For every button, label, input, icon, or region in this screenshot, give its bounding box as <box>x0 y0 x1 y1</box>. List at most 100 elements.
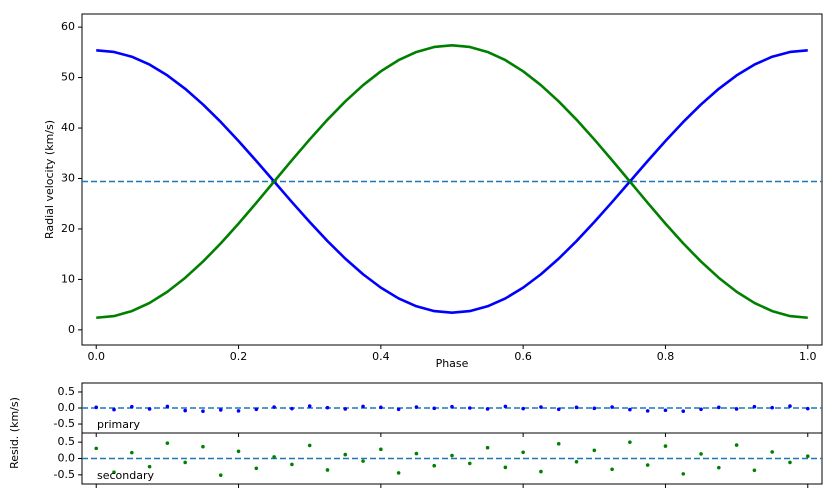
residual-point <box>343 407 348 411</box>
residual-point <box>254 466 259 471</box>
residual-point <box>361 459 365 463</box>
residual-point <box>610 467 614 472</box>
residual-point <box>645 463 650 467</box>
residual-point <box>218 473 223 477</box>
residual-point <box>592 406 597 411</box>
residual-point <box>361 404 365 409</box>
residual-point <box>805 454 810 459</box>
residual-point <box>272 455 276 459</box>
x-tick-label: 0.4 <box>372 350 390 363</box>
y-tick-label: 60 <box>61 20 75 33</box>
x-tick-label: 0.8 <box>657 350 675 363</box>
residual-point <box>218 408 223 412</box>
residual-point <box>681 472 686 476</box>
residual-point <box>379 405 383 410</box>
residual-point <box>290 406 294 411</box>
residual-point <box>272 405 276 409</box>
residual-point <box>432 406 437 411</box>
residual-point <box>592 448 597 453</box>
residual-point <box>414 405 419 409</box>
residual-point <box>521 406 525 411</box>
residual-point <box>663 444 668 448</box>
residual-point <box>770 405 774 410</box>
residual-point <box>717 465 721 470</box>
residual-point <box>201 444 205 449</box>
residual-point <box>770 450 774 454</box>
residual-point <box>628 440 632 444</box>
y-tick-label: 10 <box>61 272 75 285</box>
residual-point <box>201 409 205 414</box>
residual-point <box>165 404 170 409</box>
residual-point <box>752 404 757 409</box>
residual-point <box>290 462 294 467</box>
residual-point <box>503 404 508 409</box>
residual-point <box>788 460 792 465</box>
residual-point <box>788 404 792 408</box>
residual-point <box>503 465 508 470</box>
y-tick-label: 0.0 <box>58 452 76 465</box>
residual-point <box>628 407 632 412</box>
residual-point <box>556 407 561 412</box>
residual-point <box>112 407 116 412</box>
residual-point <box>663 408 668 413</box>
y-tick-label: 0.0 <box>58 401 76 414</box>
residual-point <box>325 405 330 410</box>
residual-point <box>414 451 419 456</box>
y-axis-label: Resid. (km/s) <box>8 397 21 469</box>
residual-point <box>236 409 241 413</box>
residual-point <box>467 406 472 410</box>
residual-point <box>183 460 187 465</box>
residual-point <box>94 405 99 410</box>
residual-point <box>699 452 703 456</box>
y-tick-label: -0.5 <box>54 417 75 430</box>
y-tick-label: 40 <box>61 121 75 134</box>
residual-point <box>752 468 757 473</box>
y-tick-label: -0.5 <box>54 468 75 481</box>
residual-point <box>325 468 330 472</box>
residual-point <box>236 449 241 454</box>
residual-point <box>485 407 490 411</box>
residual-point <box>485 445 490 450</box>
residual-point <box>130 404 134 409</box>
residual-point <box>805 406 810 411</box>
residual-point <box>681 409 686 414</box>
residual-point <box>734 407 739 411</box>
residual-point <box>147 407 152 411</box>
panel-label: secondary <box>97 469 154 482</box>
residual-point <box>396 407 401 412</box>
residual-point <box>165 441 170 445</box>
residual-point <box>307 404 312 408</box>
x-tick-label: 1.0 <box>799 350 817 363</box>
residual-point <box>539 405 543 409</box>
residual-point <box>450 453 454 458</box>
y-tick-label: 0 <box>68 323 75 336</box>
x-tick-label: 0.2 <box>230 350 248 363</box>
residual-point <box>539 469 543 474</box>
residual-point <box>307 443 312 448</box>
x-tick-label: 0.6 <box>514 350 532 363</box>
residual-point <box>183 408 187 413</box>
residual-point <box>574 459 579 464</box>
y-tick-label: 50 <box>61 71 75 84</box>
panel-label: primary <box>97 418 141 431</box>
residual-point <box>699 407 703 412</box>
y-tick-label: 0.5 <box>58 385 76 398</box>
residual-point <box>94 446 99 451</box>
residual-point <box>574 405 579 410</box>
plot-frame <box>81 13 823 346</box>
residual-point <box>112 470 116 475</box>
y-tick-label: 30 <box>61 171 75 184</box>
x-tick-label: 0.0 <box>87 350 105 363</box>
residual-point <box>396 471 401 475</box>
residual-point <box>645 409 650 413</box>
residual-point <box>254 407 259 412</box>
residual-point <box>147 464 152 469</box>
x-axis-label: Phase <box>436 357 469 370</box>
residual-point <box>343 452 348 457</box>
residual-point <box>610 405 614 409</box>
residual-point <box>734 443 739 447</box>
residual-point <box>379 447 383 452</box>
residual-point <box>450 404 454 409</box>
residual-point <box>130 450 134 455</box>
